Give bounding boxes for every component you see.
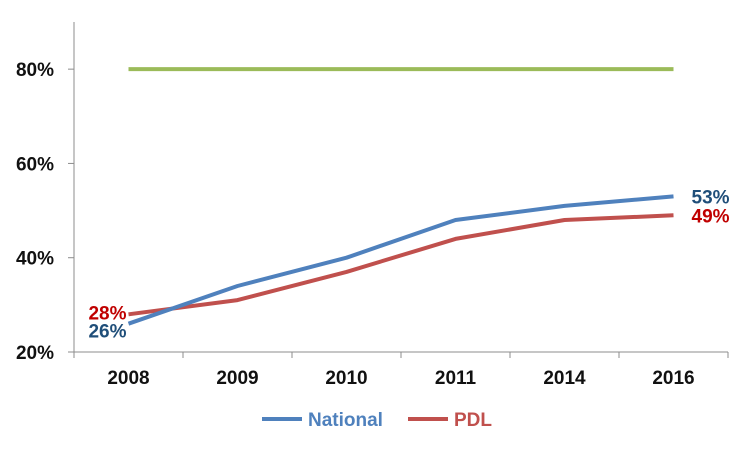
x-axis-ticks: 2008 2009 2010 2011 2014 2016 <box>73 352 729 389</box>
y-tick-label: 20% <box>16 343 54 364</box>
y-tick-label: 60% <box>16 154 54 175</box>
legend-label-national: National <box>308 410 383 431</box>
x-tick-label: 2010 <box>325 368 367 389</box>
series-line-national <box>127 194 674 326</box>
x-tick-label: 2016 <box>652 368 694 389</box>
series-lines <box>127 67 674 326</box>
data-label: 53% <box>692 187 730 208</box>
x-tick-label: 2014 <box>543 368 586 389</box>
chart-axes <box>73 22 728 353</box>
y-tick-label: 40% <box>16 249 54 270</box>
data-label: 28% <box>88 303 126 324</box>
series-line-pdl <box>128 213 674 317</box>
data-labels: 26%28% 53%49% <box>88 187 729 342</box>
legend-label-pdl: PDL <box>454 410 492 431</box>
y-axis-ticks: 20% 40% 60% 80% <box>16 60 74 364</box>
x-tick-label: 2008 <box>107 368 149 389</box>
x-tick-label: 2009 <box>216 368 258 389</box>
data-label: 49% <box>692 206 730 227</box>
x-tick-label: 2011 <box>435 368 477 389</box>
chart-legend: National PDL <box>262 410 492 431</box>
y-tick-label: 80% <box>16 60 54 81</box>
data-label: 26% <box>88 322 126 343</box>
